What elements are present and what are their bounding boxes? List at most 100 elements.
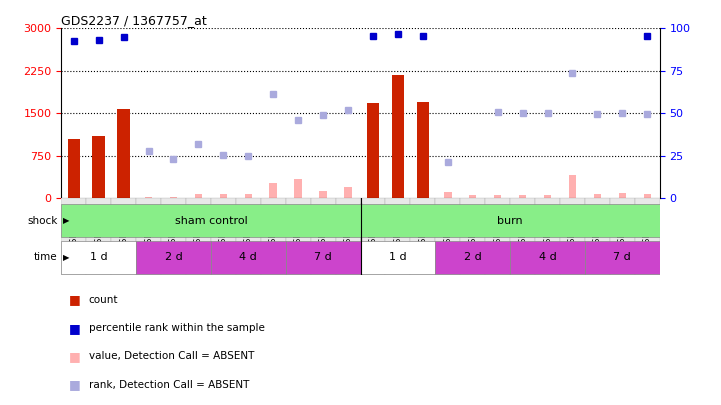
Bar: [519, 195, 526, 198]
Text: GSM32430: GSM32430: [244, 205, 253, 248]
FancyBboxPatch shape: [311, 198, 335, 275]
Bar: [544, 195, 552, 198]
Bar: [294, 179, 302, 198]
FancyBboxPatch shape: [435, 198, 460, 275]
Text: ■: ■: [68, 293, 80, 306]
Bar: [593, 194, 601, 198]
FancyBboxPatch shape: [186, 198, 211, 275]
Bar: [644, 194, 651, 198]
Bar: [494, 195, 501, 198]
Bar: [392, 75, 404, 198]
FancyBboxPatch shape: [335, 198, 360, 275]
Text: GSM32435: GSM32435: [293, 205, 303, 248]
FancyBboxPatch shape: [211, 198, 236, 275]
Bar: [367, 103, 379, 198]
Text: ▶: ▶: [63, 253, 69, 262]
FancyBboxPatch shape: [87, 198, 111, 275]
FancyBboxPatch shape: [136, 198, 161, 275]
Text: time: time: [34, 252, 58, 262]
Text: ■: ■: [68, 378, 80, 391]
FancyBboxPatch shape: [360, 204, 660, 237]
Text: ■: ■: [68, 322, 80, 335]
Bar: [270, 183, 277, 198]
Text: sham control: sham control: [174, 216, 247, 226]
Text: GSM32426: GSM32426: [518, 205, 527, 248]
FancyBboxPatch shape: [286, 241, 360, 274]
Text: ▶: ▶: [63, 216, 69, 225]
Text: GSM32421: GSM32421: [468, 205, 477, 248]
Text: GSM32416: GSM32416: [119, 205, 128, 248]
Bar: [244, 194, 252, 198]
Text: GSM32425: GSM32425: [194, 205, 203, 248]
Text: count: count: [89, 295, 118, 305]
FancyBboxPatch shape: [286, 198, 311, 275]
Text: GSM32436: GSM32436: [319, 205, 327, 248]
Bar: [92, 136, 105, 198]
Text: ■: ■: [68, 350, 80, 363]
Text: GSM32423: GSM32423: [144, 205, 153, 248]
Bar: [118, 109, 130, 198]
Text: GSM32422: GSM32422: [493, 205, 502, 248]
Text: GSM32434: GSM32434: [642, 205, 652, 248]
Text: 2 d: 2 d: [464, 252, 482, 262]
FancyBboxPatch shape: [560, 198, 585, 275]
Text: GSM32433: GSM32433: [618, 205, 627, 248]
FancyBboxPatch shape: [161, 198, 186, 275]
Text: GDS2237 / 1367757_at: GDS2237 / 1367757_at: [61, 14, 207, 27]
Bar: [619, 193, 626, 198]
Text: shock: shock: [27, 216, 58, 226]
Text: GSM32431: GSM32431: [269, 205, 278, 248]
FancyBboxPatch shape: [585, 241, 660, 274]
Text: GSM32419: GSM32419: [418, 205, 428, 248]
Bar: [319, 191, 327, 198]
Text: rank, Detection Call = ABSENT: rank, Detection Call = ABSENT: [89, 380, 249, 390]
Bar: [345, 187, 352, 198]
Text: 1 d: 1 d: [90, 252, 107, 262]
FancyBboxPatch shape: [360, 241, 435, 274]
FancyBboxPatch shape: [435, 241, 510, 274]
FancyBboxPatch shape: [460, 198, 485, 275]
FancyBboxPatch shape: [360, 198, 386, 275]
FancyBboxPatch shape: [485, 198, 510, 275]
Bar: [469, 195, 477, 198]
Bar: [169, 197, 177, 198]
Text: percentile rank within the sample: percentile rank within the sample: [89, 323, 265, 333]
Text: GSM32424: GSM32424: [169, 205, 178, 248]
FancyBboxPatch shape: [61, 204, 360, 237]
Text: 1 d: 1 d: [389, 252, 407, 262]
FancyBboxPatch shape: [386, 198, 410, 275]
Text: 7 d: 7 d: [314, 252, 332, 262]
Text: burn: burn: [497, 216, 523, 226]
FancyBboxPatch shape: [236, 198, 261, 275]
Text: GSM32420: GSM32420: [443, 205, 452, 248]
Text: GSM32428: GSM32428: [568, 205, 577, 248]
Text: GSM32418: GSM32418: [394, 205, 402, 248]
Text: GSM32427: GSM32427: [543, 205, 552, 248]
FancyBboxPatch shape: [610, 198, 634, 275]
Bar: [569, 175, 576, 198]
Text: value, Detection Call = ABSENT: value, Detection Call = ABSENT: [89, 352, 254, 361]
Bar: [417, 102, 429, 198]
FancyBboxPatch shape: [585, 198, 610, 275]
Bar: [68, 139, 80, 198]
FancyBboxPatch shape: [111, 198, 136, 275]
FancyBboxPatch shape: [510, 241, 585, 274]
Text: GSM32415: GSM32415: [94, 205, 103, 248]
FancyBboxPatch shape: [211, 241, 286, 274]
FancyBboxPatch shape: [410, 198, 435, 275]
FancyBboxPatch shape: [634, 198, 660, 275]
FancyBboxPatch shape: [61, 198, 87, 275]
Text: 4 d: 4 d: [539, 252, 557, 262]
FancyBboxPatch shape: [61, 241, 136, 274]
Text: GSM32417: GSM32417: [368, 205, 378, 248]
Text: GSM32437: GSM32437: [343, 205, 353, 248]
Text: 2 d: 2 d: [164, 252, 182, 262]
Bar: [195, 194, 202, 198]
Text: 4 d: 4 d: [239, 252, 257, 262]
FancyBboxPatch shape: [510, 198, 535, 275]
Text: GSM32429: GSM32429: [219, 205, 228, 248]
Bar: [145, 197, 152, 198]
Bar: [444, 192, 451, 198]
FancyBboxPatch shape: [136, 241, 211, 274]
Text: GSM32414: GSM32414: [69, 205, 79, 248]
